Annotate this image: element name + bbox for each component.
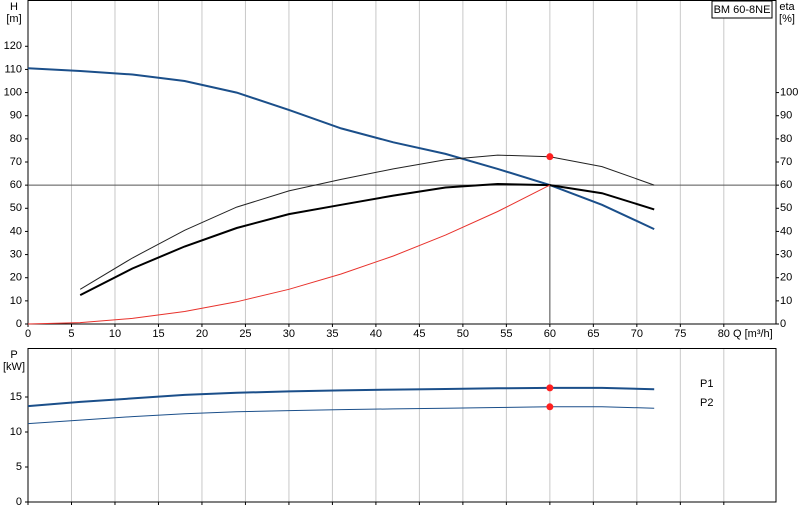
x-tick-label: 75 [674,328,686,340]
y-tick-label: 15 [10,391,22,403]
x-tick-label: 10 [109,328,121,340]
x-tick-label: 5 [68,328,74,340]
x-tick-label: 55 [500,328,512,340]
y-axis-label: P [10,349,17,361]
x-tick-label: 70 [631,328,643,340]
y-tick-label: 20 [10,272,22,284]
operating-point [546,153,554,161]
y2-tick-label: 60 [780,179,792,191]
y2-tick-label: 10 [780,295,792,307]
y-axis-unit: [kW] [3,361,25,373]
y-tick-label: 0 [16,496,22,508]
y2-axis-label: eta [779,1,795,13]
x-tick-label: 20 [196,328,208,340]
title-box [711,0,773,19]
y-tick-label: 90 [10,110,22,122]
y-tick-label: 30 [10,248,22,260]
y2-tick-label: 80 [780,133,792,145]
x-tick-label: 15 [152,328,164,340]
y-tick-label: 40 [10,225,22,237]
y-tick-label: 50 [10,202,22,214]
y2-tick-label: 20 [780,272,792,284]
x-axis-label: Q [m³/h] [733,328,773,340]
chart-title: BM 60-8NE [714,4,771,16]
y-tick-label: 5 [16,461,22,473]
series-line [79,182,655,296]
y-tick-label: 100 [4,86,22,98]
x-tick-label: 25 [239,328,251,340]
y-tick-label: 110 [4,63,22,75]
y-tick-label: 10 [10,295,22,307]
x-tick-label: 50 [457,328,469,340]
plot-frame [27,0,777,325]
operating-point [546,403,554,411]
y2-tick-label: 0 [780,318,786,330]
y-tick-label: 0 [16,318,22,330]
series-line [79,154,655,290]
x-tick-label: 80 [718,328,730,340]
plot-frame [27,348,777,503]
y2-tick-label: 90 [780,110,792,122]
series-line [27,184,551,325]
y2-tick-label: 70 [780,156,792,168]
y-tick-label: 80 [10,133,22,145]
y-axis-label: H [10,1,18,13]
y2-tick-label: 50 [780,202,792,214]
series-line [27,406,655,425]
series-label: P2 [700,397,713,409]
y2-tick-label: 100 [780,86,798,98]
x-tick-label: 65 [587,328,599,340]
x-tick-label: 35 [326,328,338,340]
y-tick-label: 70 [10,156,22,168]
x-tick-label: 40 [370,328,382,340]
y-tick-label: 60 [10,179,22,191]
y2-tick-label: 30 [780,248,792,260]
series-line [27,386,655,408]
series-label: P1 [700,378,713,390]
x-tick-label: 0 [25,328,31,340]
operating-point [546,384,554,392]
y-tick-label: 10 [10,426,22,438]
y2-tick-label: 40 [780,225,792,237]
x-tick-label: 30 [283,328,295,340]
y2-axis-unit: [%] [779,13,795,25]
y-tick-label: 120 [4,40,22,52]
y-axis-unit: [m] [6,13,21,25]
x-tick-label: 45 [413,328,425,340]
x-tick-label: 60 [544,328,556,340]
